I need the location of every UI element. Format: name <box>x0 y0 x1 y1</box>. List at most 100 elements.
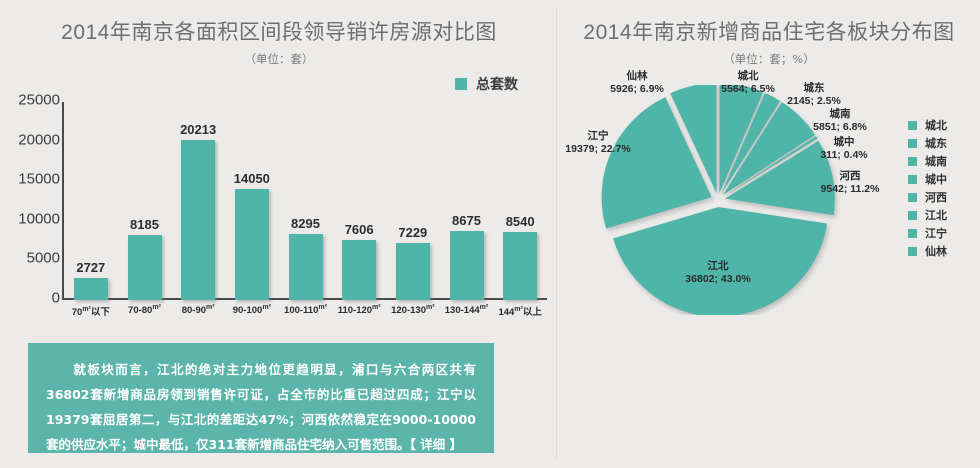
bar-column-2[interactable]: 20213 <box>180 122 216 300</box>
bar-value-label: 7606 <box>344 221 374 237</box>
bar-value-label: 2727 <box>76 260 106 276</box>
bar-chart-title: 2014年南京各面积区间段领导销许房源对比图 <box>61 21 497 44</box>
pie-chart-plot-area: 仙林 5926; 6.9% 城北 5564; 6.5% 城东 2145; 2.5… <box>558 60 980 330</box>
bar-rect[interactable] <box>127 235 162 300</box>
pie-label-value: 5564; 6.5% <box>721 83 775 95</box>
pie-slice-江北[interactable] <box>613 206 828 315</box>
legend-item-chengnan[interactable]: 城南 <box>908 152 947 170</box>
pie-label-value: 5926; 6.9% <box>610 83 664 95</box>
legend-item-chengbei[interactable]: 城北 <box>908 116 947 134</box>
bar-chart-plot-area: 25000 20000 15000 10000 5000 0 2727 8185… <box>0 92 558 318</box>
pie-label-name: 仙林 <box>626 70 648 82</box>
bar-rect[interactable] <box>288 234 323 300</box>
bar-rect[interactable] <box>181 139 216 300</box>
pie-label-name: 城中 <box>833 136 855 148</box>
legend-item-label: 城北 <box>925 119 947 132</box>
pie-label-value: 2145; 2.5% <box>787 95 841 107</box>
pie-label-chengzhong: 城中 311; 0.4% <box>802 136 886 162</box>
pie-slice-城北[interactable] <box>719 85 764 194</box>
bar-column-4[interactable]: 8295 <box>288 216 323 300</box>
pie-slice-江宁[interactable] <box>601 97 712 229</box>
legend-item-jiangning[interactable]: 江宁 <box>908 224 947 242</box>
x-tick-3: 90-100m² <box>232 304 271 317</box>
pie-label-value: 5851; 6.8% <box>813 121 867 133</box>
bar-value-label: 8185 <box>130 217 159 233</box>
pie-label-chengnan: 城南 5851; 6.8% <box>798 108 882 134</box>
x-tick-5: 110-120m² <box>337 304 381 317</box>
bar-column-6[interactable]: 7229 <box>395 224 430 300</box>
pie-label-jiangning: 江宁 19379; 22.7% <box>552 130 644 156</box>
legend-item-hexi[interactable]: 河西 <box>908 188 947 206</box>
pie-label-name: 江北 <box>707 260 729 272</box>
legend-item-label: 河西 <box>925 191 947 204</box>
bar-column-8[interactable]: 8540 <box>503 214 538 300</box>
legend-item-chengzhong[interactable]: 城中 <box>908 170 947 188</box>
legend-item-chengdong[interactable]: 城东 <box>908 134 947 152</box>
bar-column-0[interactable]: 2727 <box>73 260 108 300</box>
pie-slice-仙林[interactable] <box>670 85 717 194</box>
pie-slice-城中[interactable] <box>723 136 818 197</box>
pie-svg[interactable] <box>583 85 883 315</box>
pie-label-hexi: 河西 9542; 11.2% <box>806 170 894 196</box>
bar-column-3[interactable]: 14050 <box>233 170 270 300</box>
legend-item-label: 城东 <box>925 137 947 150</box>
bar-rect[interactable] <box>234 188 269 300</box>
bar-value-label: 14050 <box>233 170 270 186</box>
pie-label-name: 城南 <box>829 108 851 120</box>
bar-chart-legend: 总套数 <box>455 74 518 94</box>
pie-label-value: 9542; 11.2% <box>820 183 880 195</box>
bar-value-label: 7229 <box>398 224 428 240</box>
legend-item-label: 江宁 <box>925 227 947 240</box>
pie-chart-panel: 2014年南京新增商品住宅各板块分布图 （单位：套；%） 仙林 5926; 6.… <box>558 0 980 468</box>
legend-swatch-icon <box>908 120 917 130</box>
legend-swatch-icon <box>908 210 917 220</box>
bar-value-label: 8675 <box>452 213 481 229</box>
bars-container: 2727 8185 20213 14050 8295 7606 <box>64 102 547 318</box>
legend-swatch-icon <box>455 78 467 90</box>
pie-label-jiangbei: 江北 36802; 43.0% <box>668 260 768 286</box>
x-tick-8: 144m²以上 <box>498 305 542 318</box>
legend-item-xianlin[interactable]: 仙林 <box>908 242 947 260</box>
bar-chart-y-axis: 25000 20000 15000 10000 5000 0 <box>0 92 60 307</box>
legend-item-label: 江北 <box>925 209 947 222</box>
x-tick-7: 130-144m² <box>444 304 489 317</box>
bar-value-label: 8540 <box>505 214 535 230</box>
bar-rect[interactable] <box>73 278 108 300</box>
legend-item-label: 仙林 <box>925 245 947 258</box>
left-callout-box[interactable]: 就板块而言，江北的绝对主力地位更趋明显，浦口与六合两区共有36802套新增商品房… <box>28 343 494 453</box>
panel-divider <box>556 8 557 460</box>
legend-label: 总套数 <box>476 77 518 93</box>
bar-value-label: 8295 <box>291 216 320 232</box>
x-tick-6: 120-130m² <box>391 304 435 317</box>
bar-column-7[interactable]: 8675 <box>449 213 484 300</box>
pie-label-chengdong: 城东 2145; 2.5% <box>772 82 856 108</box>
y-tick-25000: 25000 <box>18 91 60 109</box>
legend-swatch-icon <box>908 228 917 238</box>
y-tick-20000: 20000 <box>18 131 60 149</box>
bar-column-5[interactable]: 7606 <box>342 221 377 300</box>
pie-slice-城南[interactable] <box>722 102 816 196</box>
bar-chart-panel: 2014年南京各面积区间段领导销许房源对比图 （单位：套） 总套数 25000 … <box>0 21 558 453</box>
pie-label-name: 城北 <box>737 70 759 82</box>
pie-label-chengbei: 城北 5564; 6.5% <box>706 70 790 96</box>
bar-rect[interactable] <box>395 242 430 300</box>
legend-item-jiangbei[interactable]: 江北 <box>908 206 947 224</box>
bar-chart-unit: （单位：套） <box>244 52 314 66</box>
bar-rect[interactable] <box>342 239 377 300</box>
bar-rect[interactable] <box>503 232 538 300</box>
pie-slice-城东[interactable] <box>721 92 781 194</box>
legend-swatch-icon <box>908 192 917 202</box>
pie-slice-河西[interactable] <box>724 140 835 216</box>
x-tick-0: 70m²以下 <box>71 305 110 318</box>
pie-chart-title: 2014年南京新增商品住宅各板块分布图 <box>583 21 955 44</box>
x-tick-2: 80-90m² <box>181 304 215 317</box>
legend-swatch-icon <box>908 246 917 256</box>
pie-label-value: 19379; 22.7% <box>565 143 631 155</box>
pie-label-name: 河西 <box>839 170 861 182</box>
pie-chart-legend: 城北 城东 城南 城中 河西 江北 <box>908 116 947 260</box>
y-tick-5000: 5000 <box>26 249 60 267</box>
bar-rect[interactable] <box>449 231 484 300</box>
bar-column-1[interactable]: 8185 <box>127 217 162 300</box>
pie-label-name: 江宁 <box>587 130 609 142</box>
legend-item-label: 城南 <box>925 155 947 168</box>
